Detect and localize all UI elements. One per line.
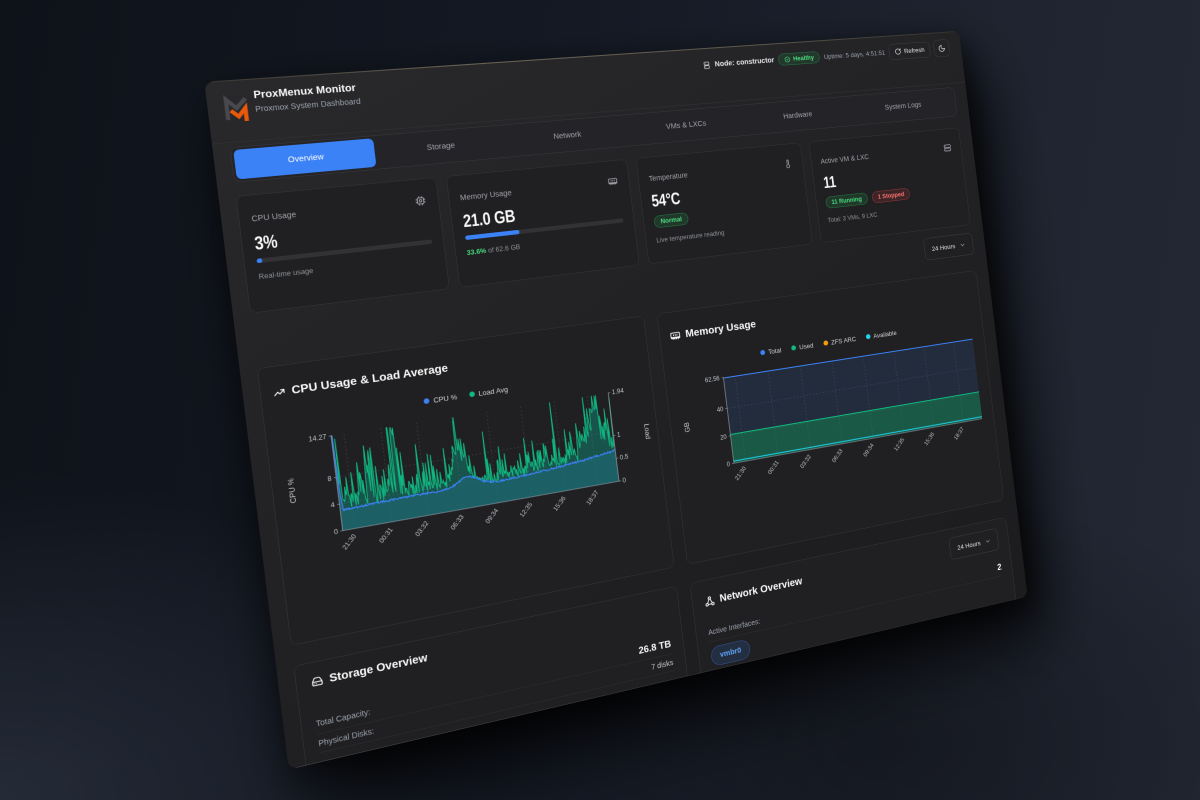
svg-text:14.27: 14.27 — [308, 432, 327, 443]
svg-text:0: 0 — [622, 476, 626, 484]
svg-text:Load: Load — [642, 423, 651, 440]
svg-text:15:36: 15:36 — [923, 431, 936, 447]
svg-text:8: 8 — [327, 474, 332, 483]
svg-text:00:31: 00:31 — [377, 526, 394, 545]
svg-text:40: 40 — [716, 405, 723, 413]
svg-text:18:37: 18:37 — [584, 489, 600, 507]
svg-text:20: 20 — [720, 433, 727, 442]
svg-text:0: 0 — [334, 527, 339, 536]
svg-text:12:35: 12:35 — [892, 436, 905, 452]
svg-text:62.56: 62.56 — [705, 374, 720, 384]
svg-text:12:35: 12:35 — [518, 501, 534, 519]
svg-text:06:33: 06:33 — [830, 447, 844, 463]
svg-text:GB: GB — [683, 421, 691, 433]
svg-text:21:30: 21:30 — [340, 532, 358, 551]
svg-text:03:32: 03:32 — [798, 453, 812, 470]
svg-text:06:33: 06:33 — [449, 513, 466, 531]
svg-text:0.5: 0.5 — [619, 453, 628, 462]
svg-text:0: 0 — [726, 460, 730, 468]
svg-text:4: 4 — [330, 501, 335, 510]
svg-text:00:31: 00:31 — [766, 459, 780, 476]
svg-text:21:30: 21:30 — [733, 465, 747, 482]
svg-text:09:34: 09:34 — [862, 442, 875, 458]
svg-text:03:32: 03:32 — [413, 519, 430, 537]
svg-text:18:37: 18:37 — [952, 425, 965, 441]
svg-text:CPU %: CPU % — [286, 477, 298, 504]
svg-text:15:36: 15:36 — [551, 495, 567, 513]
svg-text:1: 1 — [617, 431, 621, 439]
svg-text:09:34: 09:34 — [483, 507, 500, 525]
svg-text:1.94: 1.94 — [611, 387, 624, 396]
